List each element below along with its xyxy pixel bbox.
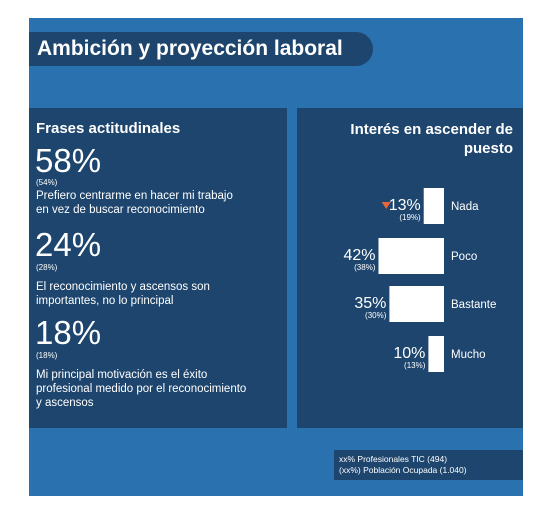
value-label-mucho: 10% [393,345,425,362]
attitudes-panel: Frases actitudinales 58% (54%) Prefiero … [29,108,287,428]
secondary-label-nada: (19%) [399,213,421,222]
category-label-nada: Nada [451,201,479,213]
bar-poco [378,238,444,274]
chart-title: Interés en ascender de puesto [350,121,513,157]
category-label-bastante: Bastante [451,299,496,311]
promotion-interest-panel: Interés en ascender de puesto 13% (19%) Na… [297,108,523,428]
value-label-bastante: 35% [354,295,386,312]
statement-2-text: El reconocimiento y ascensos son importa… [36,281,210,307]
statement-1-sub: (54%) [36,178,58,187]
category-label-poco: Poco [451,251,477,263]
title-banner: Ambición y proyección laboral [29,32,373,66]
legend-primary: xx% Profesionales TIC (494) [339,454,448,464]
infographic-frame: Ambición y proyección laboral Frases act… [29,18,523,496]
legend-secondary: (xx%) Población Ocupada (1.040) [339,465,467,475]
value-label-nada: 13% [389,197,421,214]
bar-bastante [389,286,444,322]
promotion-interest-chart: 13%(19%) Nada 42%(38%) Poco 35%(30%) Bastante… [343,188,496,372]
page-title: Ambición y proyección laboral [37,37,343,60]
category-label-mucho: Mucho [451,349,486,361]
statement-3-text: Mi principal motivación es el éxito prof… [36,369,247,409]
statement-3-pct: 18% [35,314,102,351]
secondary-label-poco: (38%) [354,263,376,272]
statement-2-pct: 24% [35,226,102,263]
secondary-label-mucho: (13%) [404,361,426,370]
bar-mucho [428,336,444,372]
statement-1-text: Prefiero centrarme en hacer mi trabajo e… [36,190,233,216]
statement-3-sub: (18%) [36,351,58,360]
bar-nada [423,188,444,224]
secondary-label-bastante: (30%) [365,311,387,320]
down-arrow-icon [381,202,391,209]
statement-1-pct: 58% [35,142,102,179]
statement-2-sub: (28%) [36,263,58,272]
attitudes-heading: Frases actitudinales [36,120,181,137]
value-label-poco: 42% [343,247,375,264]
legend: xx% Profesionales TIC (494) (xx%) Poblac… [334,450,523,480]
